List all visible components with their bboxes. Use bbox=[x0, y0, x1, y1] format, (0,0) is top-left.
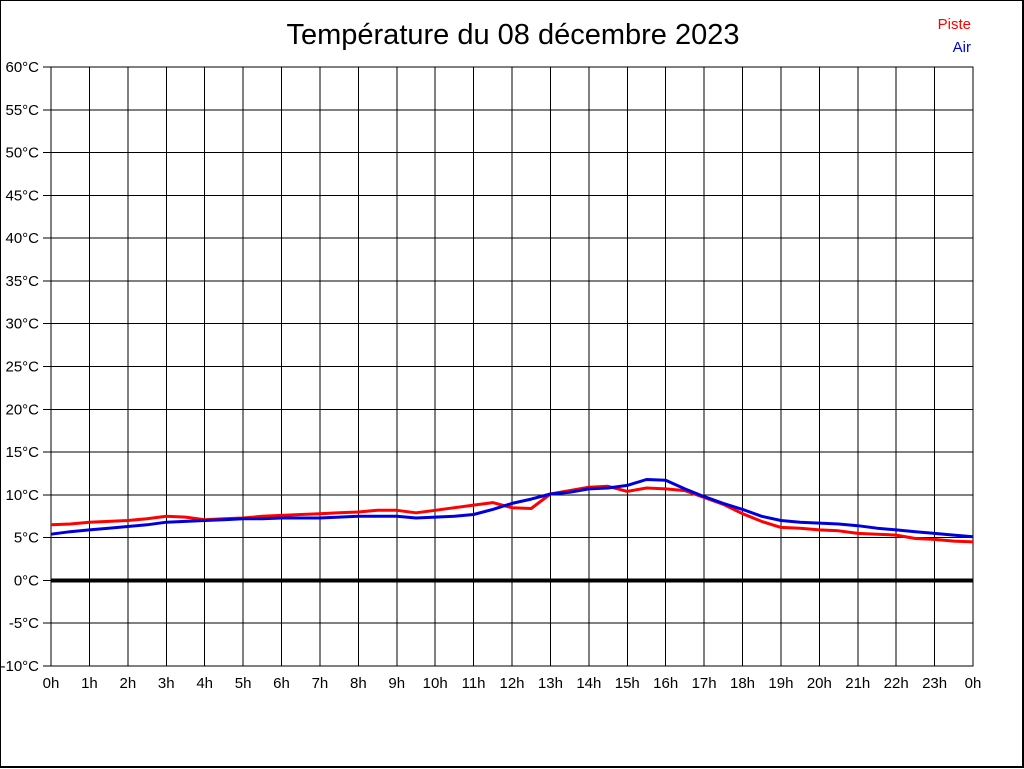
x-axis-label: 15h bbox=[615, 675, 640, 692]
plot-frame bbox=[50, 66, 974, 667]
x-axis-label: 16h bbox=[653, 675, 678, 692]
x-axis-label: 3h bbox=[158, 675, 175, 692]
y-axis-label: -5°C bbox=[9, 615, 39, 632]
legend-item-air: Air bbox=[952, 39, 971, 56]
x-axis-label: 12h bbox=[499, 675, 524, 692]
air-line bbox=[50, 478, 974, 539]
x-axis-label: 8h bbox=[350, 675, 367, 692]
y-axis-label: 45°C bbox=[5, 187, 39, 204]
x-axis-label: 2h bbox=[119, 675, 136, 692]
x-axis-label: 4h bbox=[196, 675, 213, 692]
x-axis-label: 18h bbox=[730, 675, 755, 692]
legend-item-piste: Piste bbox=[937, 16, 971, 33]
x-axis-label: 20h bbox=[807, 675, 832, 692]
y-axis-label: 55°C bbox=[5, 102, 39, 119]
y-axis-label: 0°C bbox=[14, 572, 39, 589]
x-axis-label: 1h bbox=[81, 675, 98, 692]
x-axis-label: 0h bbox=[965, 675, 982, 692]
y-axis-label: 50°C bbox=[5, 145, 39, 162]
y-axis-label: -10°C bbox=[1, 658, 39, 675]
x-axis-label: 17h bbox=[692, 675, 717, 692]
y-axis-label: 60°C bbox=[5, 59, 39, 76]
x-axis-label: 21h bbox=[845, 675, 870, 692]
x-axis-label: 22h bbox=[884, 675, 909, 692]
x-axis-label: 0h bbox=[43, 675, 60, 692]
x-axis-label: 6h bbox=[273, 675, 290, 692]
x-axis-label: 11h bbox=[462, 675, 486, 692]
y-axis-label: 35°C bbox=[5, 273, 39, 290]
y-axis-label: 20°C bbox=[5, 401, 39, 418]
x-axis-label: 13h bbox=[538, 675, 563, 692]
x-axis-label: 7h bbox=[312, 675, 329, 692]
x-axis-label: 19h bbox=[768, 675, 793, 692]
x-axis-label: 5h bbox=[235, 675, 252, 692]
x-axis-label: 23h bbox=[922, 675, 947, 692]
x-axis-label: 9h bbox=[388, 675, 405, 692]
y-axis-label: 40°C bbox=[5, 230, 39, 247]
y-axis-label: 25°C bbox=[5, 359, 39, 376]
y-axis-label: 15°C bbox=[5, 444, 39, 461]
chart-title: Température du 08 décembre 2023 bbox=[286, 19, 740, 51]
y-axis-label: 5°C bbox=[14, 530, 39, 547]
x-axis-label: 14h bbox=[576, 675, 601, 692]
y-axis-label: 10°C bbox=[5, 487, 39, 504]
y-axis-label: 30°C bbox=[5, 316, 39, 333]
legend: Piste Air bbox=[938, 13, 971, 59]
x-axis-label: 10h bbox=[423, 675, 448, 692]
